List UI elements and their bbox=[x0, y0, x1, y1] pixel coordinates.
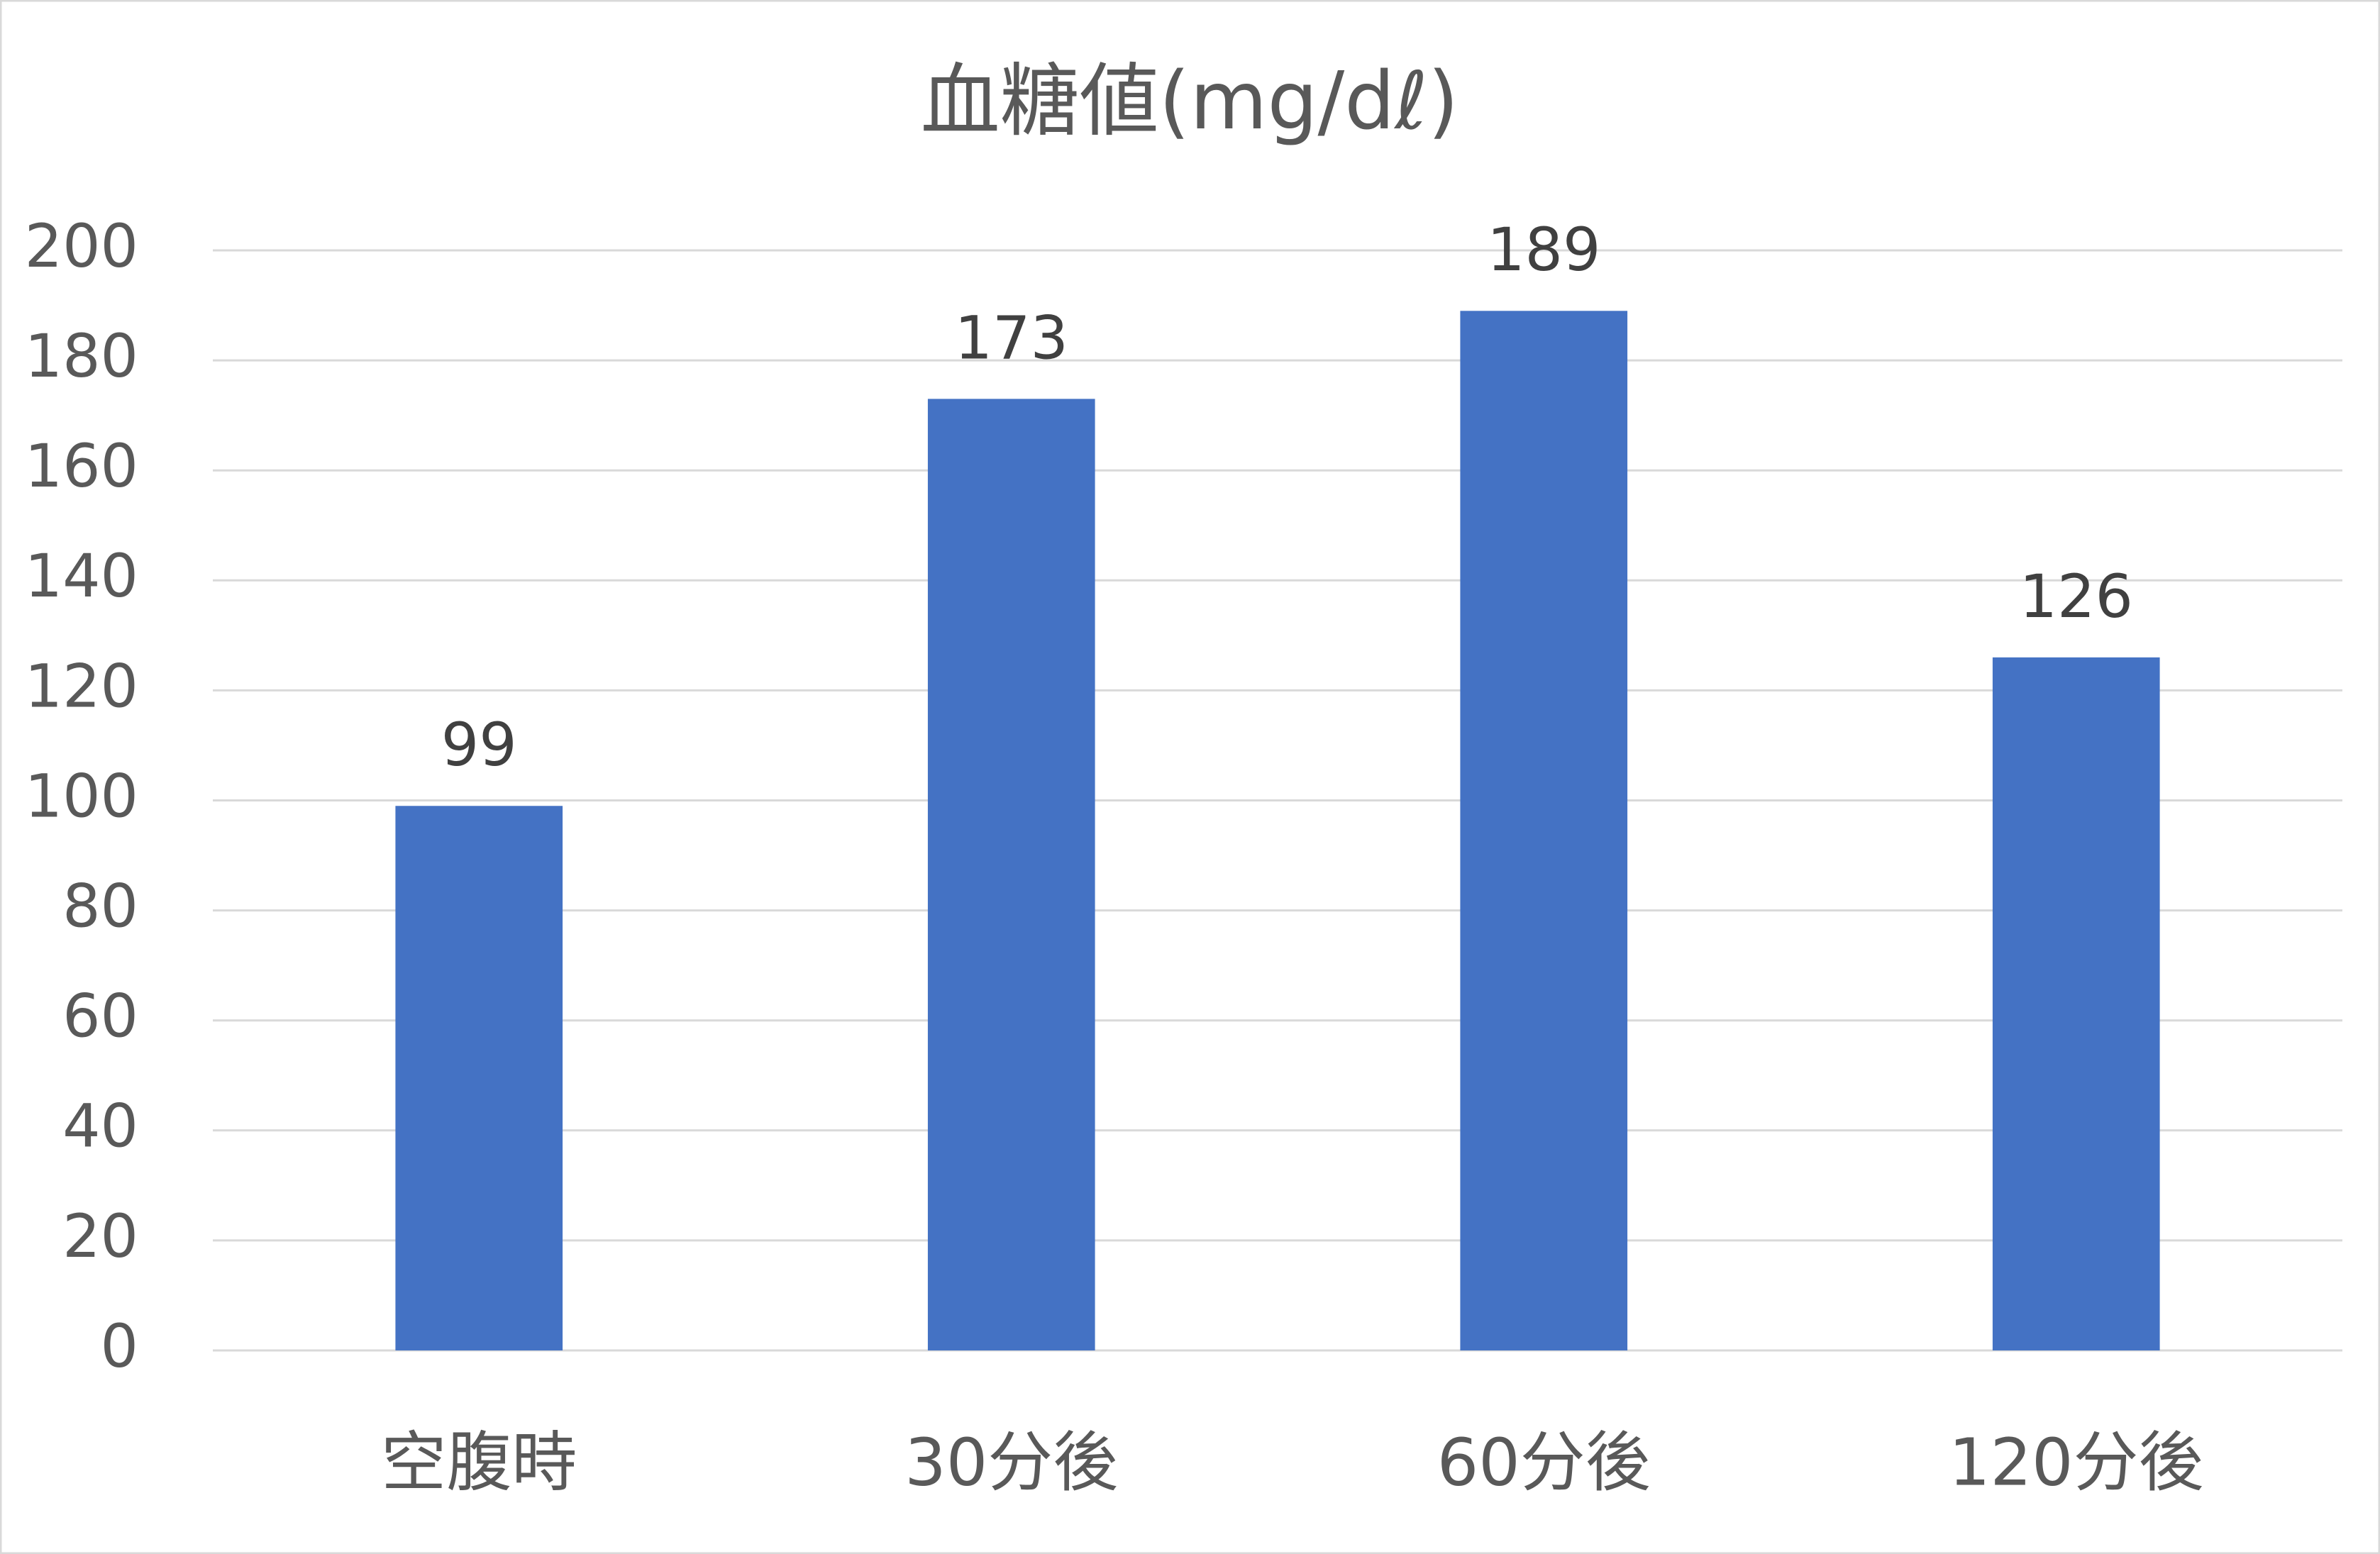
bar bbox=[395, 806, 563, 1350]
y-tick-label: 20 bbox=[62, 1201, 138, 1271]
chart-title: 血糖値(mg/dℓ) bbox=[921, 55, 1459, 148]
y-tick-label: 60 bbox=[62, 982, 138, 1051]
x-tick-label: 空腹時 bbox=[381, 1424, 577, 1500]
y-tick-label: 140 bbox=[25, 541, 138, 611]
y-tick-label: 0 bbox=[101, 1311, 138, 1381]
x-tick-label: 60分後 bbox=[1437, 1424, 1651, 1500]
y-tick-label: 180 bbox=[25, 321, 138, 391]
bar bbox=[927, 399, 1095, 1350]
data-label: 173 bbox=[955, 303, 1068, 372]
y-tick-label: 120 bbox=[25, 651, 138, 721]
data-label: 189 bbox=[1487, 215, 1600, 284]
x-tick-label: 120分後 bbox=[1949, 1424, 2204, 1500]
y-tick-label: 100 bbox=[25, 761, 138, 831]
bar bbox=[1992, 657, 2160, 1350]
x-tick-label: 30分後 bbox=[904, 1424, 1118, 1500]
data-label: 126 bbox=[2020, 562, 2133, 631]
data-label: 99 bbox=[441, 710, 517, 779]
bar bbox=[1460, 311, 1628, 1351]
y-tick-label: 80 bbox=[62, 872, 138, 941]
y-tick-label: 200 bbox=[25, 211, 138, 281]
y-tick-label: 160 bbox=[25, 431, 138, 501]
y-tick-label: 40 bbox=[62, 1092, 138, 1161]
